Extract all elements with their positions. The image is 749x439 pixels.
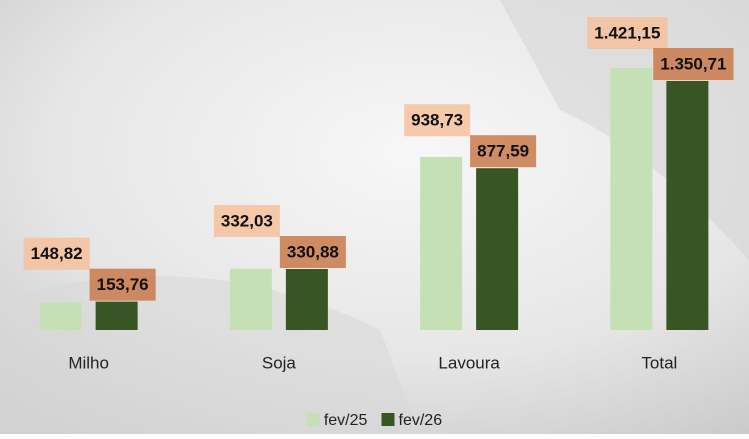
bar: [420, 157, 462, 330]
bar: [40, 303, 82, 330]
legend-swatch: [307, 413, 320, 426]
x-tick-label: Soja: [262, 353, 297, 372]
x-tick-label: Milho: [68, 353, 109, 372]
bar: [286, 269, 328, 330]
value-label: 1.421,15: [594, 23, 660, 42]
value-label: 332,03: [221, 211, 273, 230]
value-label: 148,82: [31, 244, 83, 263]
x-tick-label: Total: [641, 353, 677, 372]
value-label: 330,88: [287, 242, 339, 261]
bar: [476, 168, 518, 330]
bar: [666, 81, 708, 330]
bar: [230, 269, 272, 330]
value-label: 938,73: [411, 111, 463, 130]
bar: [610, 68, 652, 330]
chart: Milho 148,82 153,76 Soja 332,03 330,88 Lavoura…: [0, 0, 749, 434]
legend-label: fev/26: [399, 412, 443, 429]
legend-swatch: [382, 413, 395, 426]
value-label: 877,59: [477, 142, 529, 161]
x-tick-label: Lavoura: [438, 353, 500, 372]
legend-label: fev/25: [324, 412, 368, 429]
value-label: 1.350,71: [660, 54, 726, 73]
bar: [96, 302, 138, 330]
page: Milho 148,82 153,76 Soja 332,03 330,88 Lavoura…: [0, 0, 749, 439]
value-label: 153,76: [97, 275, 149, 294]
